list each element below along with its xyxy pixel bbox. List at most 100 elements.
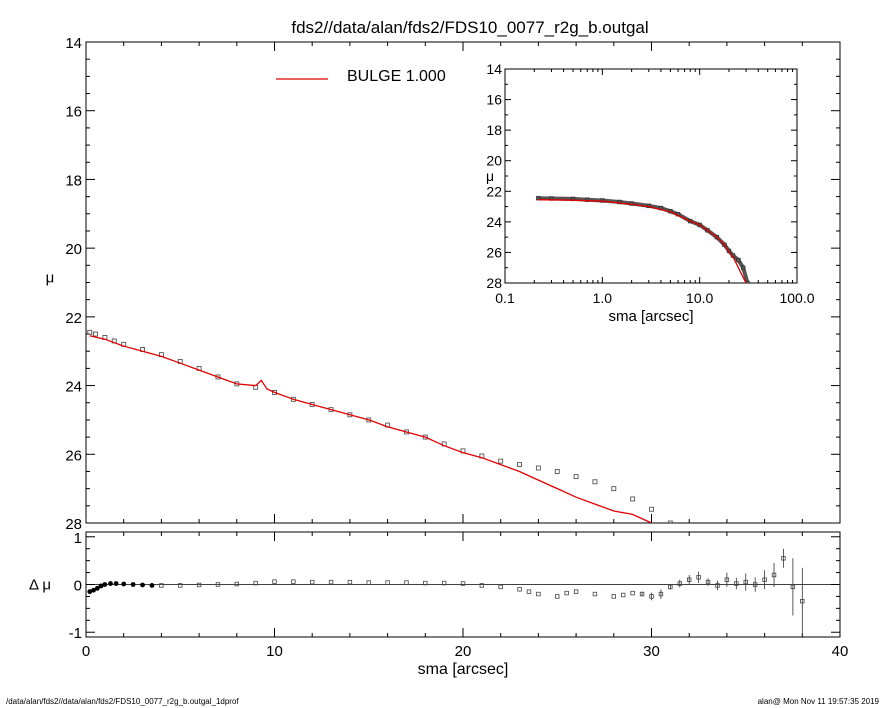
residual-point [752, 582, 758, 587]
residual-x-tick-label: 40 [832, 643, 849, 660]
residual-point [140, 582, 145, 588]
residual-point [121, 581, 127, 587]
inset-observed-point [705, 228, 710, 233]
inset-observed-point [688, 218, 693, 224]
residual-point [687, 577, 692, 582]
residual-x-tick-label: 10 [266, 643, 283, 660]
main-series-group [87, 329, 673, 523]
inset-observed-point [740, 265, 746, 270]
residual-point [592, 591, 598, 597]
residual-point [91, 587, 96, 593]
residual-point [404, 580, 409, 585]
inset-y-tick-label: 24 [486, 214, 502, 230]
residual-point [87, 589, 93, 595]
model-line [89, 335, 652, 523]
residual-point [130, 582, 136, 587]
chart-title: fds2//data/alan/fds2/FDS10_0077_r2g_b.ou… [291, 18, 648, 37]
inset-observed-point [617, 199, 622, 205]
inset-x-tick-label: 100.0 [779, 290, 814, 306]
inset-x-axis-label: sma [arcsec] [608, 308, 693, 325]
main-y-tick-label: 14 [65, 35, 82, 52]
residual-y-tick-label: -1 [69, 625, 82, 642]
inset-observed-point [697, 222, 702, 228]
inset-panel: 14 16 18 20 22 24 26 280.1 1.0 10.0 100.0 sma [arcs… [486, 61, 815, 325]
inset-y-tick-label: 22 [486, 183, 502, 199]
inset-observed-point [722, 242, 727, 247]
residual-point [790, 584, 796, 590]
residual-point [423, 580, 428, 586]
observed-point [535, 465, 541, 471]
main-y-axis-label: μ [46, 270, 55, 287]
residual-point [498, 584, 503, 590]
residual-point [441, 580, 447, 586]
inset-observed-point [600, 198, 605, 203]
residual-point [102, 582, 108, 587]
inset-series-group [536, 195, 750, 283]
residual-point [347, 579, 353, 585]
observed-point [498, 458, 504, 464]
footer-timestamp: alan@ Mon Nov 11 19:57:35 2019 [757, 697, 879, 706]
residual-point [149, 583, 155, 588]
inset-y-tick-label: 14 [486, 61, 502, 77]
inset-observed-point [585, 197, 590, 202]
residual-x-tick-label: 30 [643, 643, 660, 660]
residual-point [715, 583, 720, 588]
residual-point [159, 583, 164, 588]
residual-point [668, 584, 673, 590]
residual-point [555, 594, 560, 599]
residual-point [564, 590, 569, 596]
residual-point [94, 585, 100, 591]
residual-point [98, 583, 104, 589]
inset-y-tick-label: 26 [486, 244, 502, 260]
residual-point [649, 594, 654, 599]
residual-point [113, 581, 119, 586]
inset-observed-point [745, 280, 750, 283]
residual-point [724, 577, 730, 582]
residual-x-axis-label: sma [arcsec] [418, 661, 509, 678]
residual-point [705, 579, 711, 585]
residual-point [253, 580, 258, 586]
residual-point [658, 591, 664, 597]
observed-point [611, 486, 617, 492]
main-y-tick-label: 22 [65, 310, 82, 327]
inset-y-tick-label: 18 [486, 122, 502, 138]
observed-point [630, 496, 636, 502]
main-y-tick-label: 24 [65, 379, 82, 396]
residual-point [272, 579, 277, 584]
observed-point [573, 474, 579, 480]
residual-point [309, 579, 315, 585]
inset-x-tick-label: 1.0 [593, 290, 613, 306]
observed-point [667, 520, 673, 523]
residual-point [771, 572, 777, 578]
residual-point [762, 577, 767, 582]
residual-point [196, 582, 202, 588]
main-y-tick-label: 28 [65, 516, 82, 533]
main-y-tick-label: 16 [65, 104, 82, 121]
footer-filename: /data/alan/fds2//data/alan/fds2/FDS10_00… [6, 697, 239, 706]
residual-point [781, 556, 786, 561]
main-y-tick-label: 26 [65, 447, 82, 464]
observed-point [215, 374, 221, 380]
residual-point [734, 581, 739, 586]
inset-x-tick-label: 0.1 [495, 290, 515, 306]
main-y-tick-label: 18 [65, 172, 82, 189]
residual-point [573, 589, 579, 594]
residual-point [696, 575, 701, 580]
observed-point [554, 469, 560, 474]
residual-x-tick-label: 20 [455, 643, 472, 660]
residual-point [460, 581, 466, 586]
observed-point [517, 462, 522, 468]
residual-point [517, 587, 522, 592]
inset-y-tick-label: 20 [486, 153, 502, 169]
residual-point [677, 581, 682, 586]
legend-label: BULGE 1.000 [347, 68, 446, 85]
residual-point [800, 599, 805, 604]
residual-point [108, 581, 113, 586]
residual-point [328, 579, 334, 585]
observed-point [92, 331, 98, 337]
residual-point [536, 591, 541, 597]
residual-y-tick-label: 1 [74, 530, 82, 547]
inset-model-line [538, 199, 747, 283]
